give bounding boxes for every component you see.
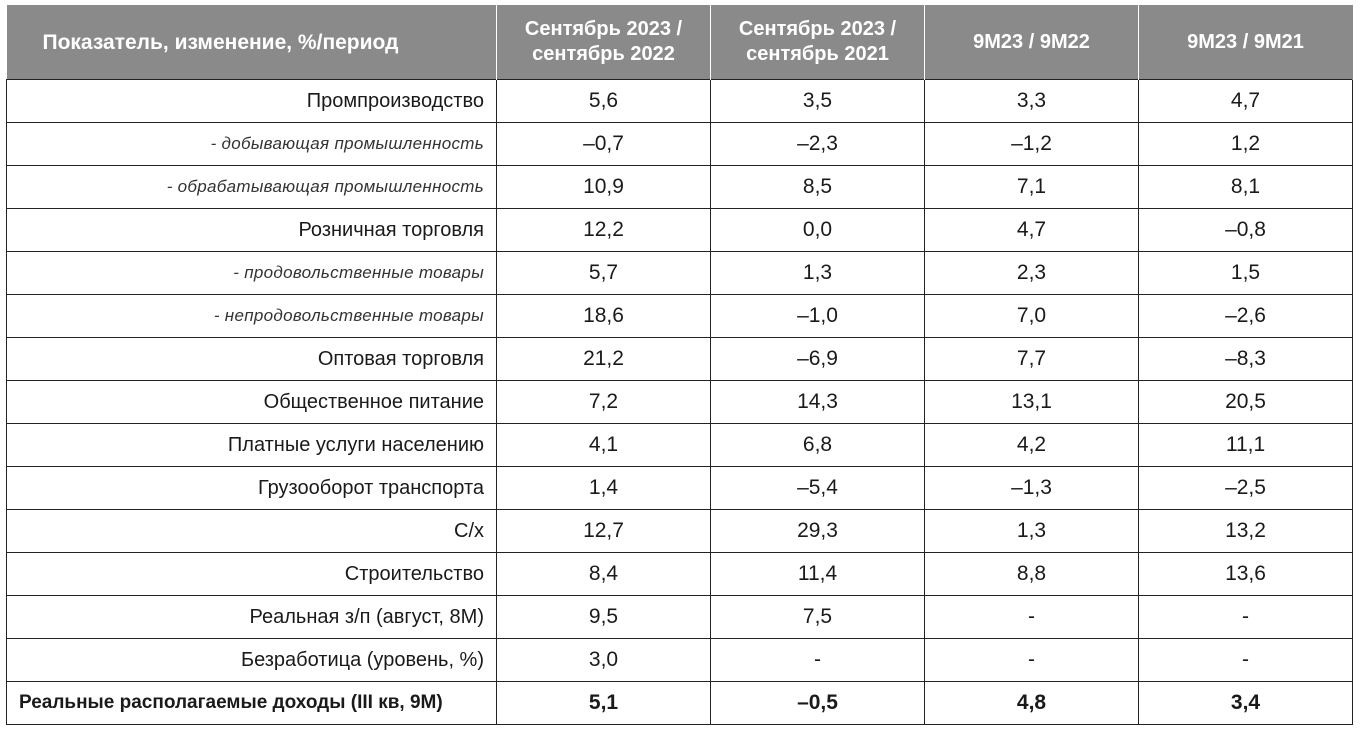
header-9m23-9m22: 9М23 / 9М22 bbox=[924, 5, 1139, 80]
value-cell: 18,6 bbox=[496, 294, 711, 338]
table-row: Реальная з/п (август, 8М) 9,5 7,5- - bbox=[6, 595, 1353, 639]
table-row: - обрабатывающая промышленность 10,9 8,5 7,… bbox=[6, 165, 1353, 209]
value-cell: 11,1 bbox=[1138, 423, 1353, 467]
value-cell: 3,4 bbox=[1138, 681, 1353, 725]
row-label: Платные услуги населению bbox=[6, 423, 497, 467]
value-cell: - bbox=[924, 638, 1139, 682]
table-row: - добывающая промышленность –0,7 –2,3 –1,2 1… bbox=[6, 122, 1353, 166]
row-label: Реальная з/п (август, 8М) bbox=[6, 595, 497, 639]
value-cell: –1,2 bbox=[924, 122, 1139, 166]
table-row: С/х 12,7 29,3 1,3 13,2 bbox=[6, 509, 1353, 553]
row-label: Оптовая торговля bbox=[6, 337, 497, 381]
value-cell: 21,2 bbox=[496, 337, 711, 381]
value-cell: –2,6 bbox=[1138, 294, 1353, 338]
header-9m23-9m21: 9М23 / 9М21 bbox=[1138, 5, 1353, 80]
value-cell: –2,5 bbox=[1138, 466, 1353, 510]
value-cell: - bbox=[710, 638, 925, 682]
value-cell: 3,5 bbox=[710, 79, 925, 123]
value-cell: 5,6 bbox=[496, 79, 711, 123]
header-indicator: Показатель, изменение, %/период bbox=[6, 5, 497, 80]
row-label: - обрабатывающая промышленность bbox=[6, 165, 497, 209]
value-cell: 1,2 bbox=[1138, 122, 1353, 166]
table-row: Общественное питание 7,2 14,3 13,1 20,5 bbox=[6, 380, 1353, 424]
table-row: Безработица (уровень, %) 3,0- - - bbox=[6, 638, 1353, 682]
value-cell: 8,5 bbox=[710, 165, 925, 209]
value-cell: 29,3 bbox=[710, 509, 925, 553]
value-cell: –2,3 bbox=[710, 122, 925, 166]
value-cell: 7,0 bbox=[924, 294, 1139, 338]
value-cell: - bbox=[1138, 638, 1353, 682]
row-label: Безработица (уровень, %) bbox=[6, 638, 497, 682]
value-cell: 11,4 bbox=[710, 552, 925, 596]
value-cell: 8,8 bbox=[924, 552, 1139, 596]
row-label: Общественное питание bbox=[6, 380, 497, 424]
value-cell: 8,4 bbox=[496, 552, 711, 596]
row-label: Розничная торговля bbox=[6, 208, 497, 252]
value-cell: 1,4 bbox=[496, 466, 711, 510]
value-cell: 12,7 bbox=[496, 509, 711, 553]
value-cell: - bbox=[924, 595, 1139, 639]
header-sep23-sep22: Сентябрь 2023 / сентябрь 2022 bbox=[496, 5, 711, 80]
value-cell: 2,3 bbox=[924, 251, 1139, 295]
value-cell: 1,3 bbox=[710, 251, 925, 295]
table-row: Платные услуги населению 4,1 6,8 4,2 11,1 bbox=[6, 423, 1353, 467]
value-cell: 14,3 bbox=[710, 380, 925, 424]
value-cell: 1,3 bbox=[924, 509, 1139, 553]
value-cell: –1,3 bbox=[924, 466, 1139, 510]
row-label: Промпроизводство bbox=[6, 79, 497, 123]
value-cell: 0,0 bbox=[710, 208, 925, 252]
value-cell: 7,7 bbox=[924, 337, 1139, 381]
value-cell: –0,7 bbox=[496, 122, 711, 166]
value-cell: 7,2 bbox=[496, 380, 711, 424]
value-cell: - bbox=[1138, 595, 1353, 639]
table-row: Реальные располагаемые доходы (III кв, 9… bbox=[6, 681, 1353, 725]
value-cell: 13,1 bbox=[924, 380, 1139, 424]
table-row: - продовольственные товары 5,7 1,3 2,3 1,5 bbox=[6, 251, 1353, 295]
value-cell: –6,9 bbox=[710, 337, 925, 381]
value-cell: 1,5 bbox=[1138, 251, 1353, 295]
row-label: Реальные располагаемые доходы (III кв, 9… bbox=[6, 681, 497, 725]
table-row: Розничная торговля 12,2 0,0 4,7 –0,8 bbox=[6, 208, 1353, 252]
header-row: Показатель, изменение, %/период Сентябрь… bbox=[6, 5, 1353, 80]
value-cell: 12,2 bbox=[496, 208, 711, 252]
value-cell: –1,0 bbox=[710, 294, 925, 338]
value-cell: 5,7 bbox=[496, 251, 711, 295]
value-cell: 7,5 bbox=[710, 595, 925, 639]
value-cell: –5,4 bbox=[710, 466, 925, 510]
row-label: - продовольственные товары bbox=[6, 251, 497, 295]
value-cell: 9,5 bbox=[496, 595, 711, 639]
row-label: Строительство bbox=[6, 552, 497, 596]
value-cell: 8,1 bbox=[1138, 165, 1353, 209]
value-cell: 3,0 bbox=[496, 638, 711, 682]
value-cell: –0,5 bbox=[710, 681, 925, 725]
value-cell: 13,6 bbox=[1138, 552, 1353, 596]
row-label: Грузооборот транспорта bbox=[6, 466, 497, 510]
table-row: Грузооборот транспорта 1,4 –5,4 –1,3 –2,5 bbox=[6, 466, 1353, 510]
value-cell: 7,1 bbox=[924, 165, 1139, 209]
header-sep23-sep21: Сентябрь 2023 / сентябрь 2021 bbox=[710, 5, 925, 80]
value-cell: 4,8 bbox=[924, 681, 1139, 725]
value-cell: 3,3 bbox=[924, 79, 1139, 123]
indicators-table: Показатель, изменение, %/период Сентябрь… bbox=[6, 5, 1353, 725]
value-cell: 13,2 bbox=[1138, 509, 1353, 553]
value-cell: 4,7 bbox=[1138, 79, 1353, 123]
value-cell: –8,3 bbox=[1138, 337, 1353, 381]
value-cell: 4,7 bbox=[924, 208, 1139, 252]
table-row: - непродовольственные товары 18,6 –1,0 7,0–… bbox=[6, 294, 1353, 338]
value-cell: 20,5 bbox=[1138, 380, 1353, 424]
value-cell: 5,1 bbox=[496, 681, 711, 725]
row-label: С/х bbox=[6, 509, 497, 553]
value-cell: 6,8 bbox=[710, 423, 925, 467]
table-row: Оптовая торговля 21,2 –6,9 7,7 –8,3 bbox=[6, 337, 1353, 381]
table-row: Промпроизводство 5,6 3,5 3,3 4,7 bbox=[6, 79, 1353, 123]
row-label: - добывающая промышленность bbox=[6, 122, 497, 166]
row-label: - непродовольственные товары bbox=[6, 294, 497, 338]
value-cell: 4,2 bbox=[924, 423, 1139, 467]
value-cell: –0,8 bbox=[1138, 208, 1353, 252]
table-row: Строительство 8,4 11,4 8,8 13,6 bbox=[6, 552, 1353, 596]
value-cell: 10,9 bbox=[496, 165, 711, 209]
value-cell: 4,1 bbox=[496, 423, 711, 467]
